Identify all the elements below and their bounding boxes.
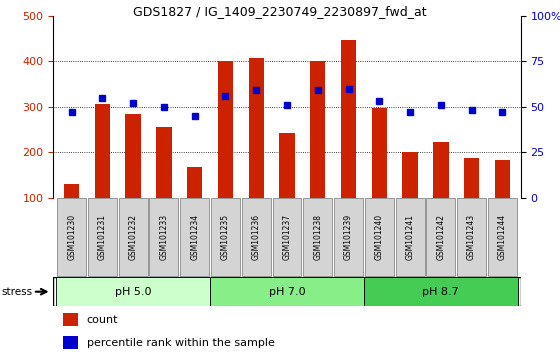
Text: GSM101232: GSM101232 — [129, 215, 138, 260]
Text: GSM101237: GSM101237 — [282, 214, 292, 261]
Bar — [125, 114, 141, 198]
Text: pH 7.0: pH 7.0 — [269, 287, 305, 297]
Bar — [426, 198, 455, 275]
Bar — [210, 277, 364, 306]
Text: GSM101230: GSM101230 — [67, 214, 76, 261]
Text: count: count — [87, 315, 118, 325]
Bar — [150, 198, 179, 275]
Text: GSM101244: GSM101244 — [498, 214, 507, 261]
Bar — [395, 198, 424, 275]
Bar — [57, 198, 86, 275]
Bar — [334, 198, 363, 275]
Bar — [249, 58, 264, 198]
Bar — [187, 167, 202, 198]
Text: GSM101240: GSM101240 — [375, 214, 384, 261]
Text: percentile rank within the sample: percentile rank within the sample — [87, 337, 275, 348]
Bar — [310, 61, 325, 198]
Bar — [56, 277, 210, 306]
Bar — [242, 198, 270, 275]
Bar — [365, 198, 394, 275]
Bar — [95, 104, 110, 198]
Text: GSM101234: GSM101234 — [190, 214, 199, 261]
Text: GSM101242: GSM101242 — [436, 215, 445, 260]
Text: GSM101231: GSM101231 — [98, 215, 107, 260]
Bar — [457, 198, 486, 275]
Bar — [88, 198, 117, 275]
Bar — [156, 127, 171, 198]
Bar — [279, 133, 295, 198]
Bar — [218, 61, 233, 198]
Text: GSM101241: GSM101241 — [405, 215, 414, 260]
Text: pH 5.0: pH 5.0 — [115, 287, 151, 297]
Text: GSM101233: GSM101233 — [160, 214, 169, 261]
Bar — [64, 184, 80, 198]
Bar — [494, 160, 510, 198]
Bar — [273, 198, 301, 275]
Bar — [464, 158, 479, 198]
Text: GSM101235: GSM101235 — [221, 214, 230, 261]
Bar — [63, 313, 77, 326]
Bar — [433, 142, 449, 198]
Bar — [341, 40, 356, 198]
Text: stress: stress — [1, 287, 32, 297]
Text: GSM101243: GSM101243 — [467, 214, 476, 261]
Bar — [364, 277, 518, 306]
Text: GSM101239: GSM101239 — [344, 214, 353, 261]
Bar — [119, 198, 148, 275]
Text: GDS1827 / IG_1409_2230749_2230897_fwd_at: GDS1827 / IG_1409_2230749_2230897_fwd_at — [133, 5, 427, 18]
Text: pH 8.7: pH 8.7 — [422, 287, 459, 297]
Bar — [403, 152, 418, 198]
Bar — [372, 108, 387, 198]
Bar — [63, 336, 77, 349]
Bar — [211, 198, 240, 275]
Bar — [304, 198, 332, 275]
Bar — [488, 198, 517, 275]
Text: GSM101238: GSM101238 — [313, 215, 322, 260]
Text: GSM101236: GSM101236 — [252, 214, 261, 261]
Bar — [180, 198, 209, 275]
